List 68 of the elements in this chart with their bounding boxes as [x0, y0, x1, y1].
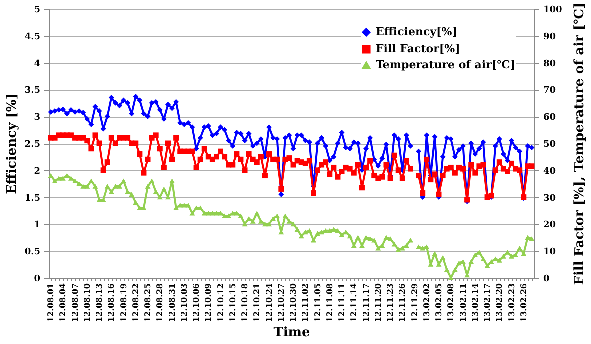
x-tick-label: 12.08.04 — [58, 283, 68, 322]
legend-label: Fill Factor[%] — [376, 42, 460, 56]
y2-tick-label: 70 — [544, 86, 556, 96]
x-tick-label: 12.10.18 — [240, 283, 250, 322]
x-tick-label: 13.02.11 — [458, 284, 468, 322]
x-tick-label: 12.08.01 — [46, 284, 56, 322]
legend-label: Efficiency[%] — [376, 26, 458, 38]
x-tick-label: 13.02.08 — [446, 283, 456, 322]
x-tick-label: 12.11.08 — [324, 283, 334, 322]
y-tick-label: 3.5 — [24, 86, 40, 96]
y-tick-label: 0 — [34, 274, 40, 284]
x-tick-label: 12.11.29 — [409, 283, 420, 322]
x-tick-label: 12.08.22 — [130, 284, 140, 322]
x-tick-label: 13.02.17 — [482, 284, 492, 322]
y-tick-label: 4.5 — [24, 32, 40, 42]
legend-label: Temperature of air[℃] — [376, 58, 516, 72]
x-tick-label: 12.08.10 — [82, 283, 92, 322]
x-tick-label: 12.08.16 — [106, 283, 116, 322]
x-tick-label: 13.02.02 — [421, 284, 432, 322]
x-tick-label: 12.10.30 — [288, 283, 298, 322]
y2-tick-label: 0 — [544, 274, 550, 284]
x-tick-label: 13.02.20 — [494, 283, 504, 322]
y-tick-label: 2 — [34, 166, 40, 177]
x-tick-label: 13.02.05 — [434, 284, 444, 322]
y2-tick-label: 60 — [544, 113, 556, 124]
y-tick-label: 5 — [34, 6, 40, 16]
y-tick-label: 0.5 — [24, 248, 40, 258]
x-tick-label: 12.10.03 — [178, 283, 189, 322]
x-tick-label: 12.10.15 — [227, 284, 238, 322]
x-tick-label: 12.08.13 — [94, 283, 104, 322]
x-tick-label: 12.10.06 — [191, 283, 202, 322]
x-tick-label: 12.10.27 — [276, 284, 286, 322]
x-tick-label: 12.10.24 — [264, 283, 274, 322]
y-tick-label: 2.5 — [24, 140, 40, 150]
y2-tick-label: 100 — [544, 6, 562, 16]
x-tick-label: 12.08.07 — [70, 284, 80, 322]
x-tick-label: 12.11.11 — [336, 284, 347, 322]
x-tick-label: 12.11.26 — [397, 283, 408, 322]
y-tick-label: 3 — [34, 113, 40, 124]
x-tick-label: 12.11.05 — [312, 284, 322, 322]
x-tick-label: 12.11.23 — [385, 283, 396, 322]
y-tick-label: 1.5 — [24, 194, 40, 204]
y-tick-label: 4 — [34, 59, 40, 70]
x-tick-label: 12.08.28 — [154, 283, 165, 322]
x-tick-label: 12.11.02 — [300, 284, 310, 322]
x-tick-label: 12.10.09 — [203, 283, 214, 322]
x-tick-label: 12.10.21 — [252, 284, 262, 322]
x-tick-label: 13.02.23 — [506, 283, 516, 322]
y2-tick-label: 30 — [544, 194, 556, 204]
x-tick-label: 12.11.20 — [372, 283, 383, 322]
y2-tick-label: 50 — [544, 140, 556, 150]
x-tick-label: 13.02.14 — [470, 283, 480, 322]
y2-tick-label: 40 — [544, 166, 556, 177]
x-axis-title: Time — [274, 325, 310, 340]
x-tick-label: 12.10.12 — [215, 284, 226, 322]
y2-tick-label: 10 — [544, 248, 556, 258]
y-axis-title: Efficiency [%] — [4, 94, 20, 194]
x-tick-label: 13.02.26 — [518, 283, 528, 322]
y-tick-label: 1 — [34, 220, 40, 231]
y2-tick-label: 20 — [544, 220, 556, 231]
y2-axis-title: Fill Factor [%], Temperature of air [℃] — [572, 2, 588, 286]
x-tick-label: 12.08.25 — [142, 284, 153, 322]
x-tick-label: 12.08.31 — [166, 284, 177, 322]
x-tick-label: 12.11.14 — [348, 283, 359, 322]
x-tick-label: 12.11.17 — [360, 284, 371, 322]
y2-tick-label: 80 — [544, 59, 556, 70]
y2-tick-label: 90 — [544, 32, 556, 42]
x-tick-label: 12.08.19 — [118, 283, 128, 322]
